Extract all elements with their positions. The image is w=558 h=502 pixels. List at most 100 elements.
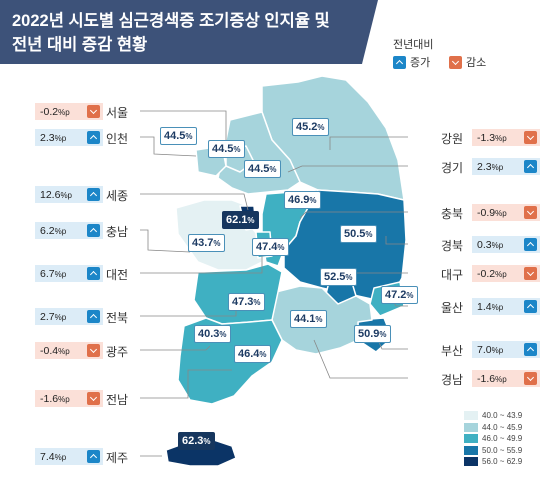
change-value: 6.2 xyxy=(40,224,55,237)
up-arrow-icon xyxy=(393,55,406,69)
change-unit: %p xyxy=(54,226,67,236)
change-value: -1.6 xyxy=(477,372,496,385)
change-box-jeonbuk: 2.7%p xyxy=(35,308,103,325)
down-arrow-icon xyxy=(87,344,100,357)
color-scale-legend: 40.0 ~ 43.9 44.0 ~ 45.9 46.0 ~ 49.9 50.0… xyxy=(464,410,522,468)
legend-title: 전년대비 xyxy=(393,39,434,51)
down-arrow-icon xyxy=(524,372,537,385)
up-arrow-icon xyxy=(87,224,100,237)
up-arrow-icon xyxy=(524,300,537,313)
region-name-chungnam: 충남 xyxy=(106,225,129,239)
scale-swatch-1 xyxy=(464,411,478,421)
up-arrow-icon xyxy=(87,131,100,144)
change-unit: %p xyxy=(491,240,504,250)
region-name-daegu: 대구 xyxy=(441,268,464,282)
region-name-gyeongnam: 경남 xyxy=(441,373,464,387)
change-value: -1.3 xyxy=(477,131,496,144)
change-value: -0.4 xyxy=(40,344,59,357)
change-unit: %p xyxy=(54,133,67,143)
legend-decrease-label: 감소 xyxy=(466,57,487,69)
legend-increase-label: 증가 xyxy=(410,57,431,69)
change-box-sejong: 12.6%p xyxy=(35,186,103,203)
down-arrow-icon xyxy=(87,105,100,118)
change-unit: %p xyxy=(60,190,72,200)
scale-row-3: 46.0 ~ 49.9 xyxy=(464,433,522,445)
region-name-seoul: 서울 xyxy=(106,106,129,120)
change-value: 7.0 xyxy=(477,343,492,356)
region-name-busan: 부산 xyxy=(441,344,464,358)
up-arrow-icon xyxy=(87,310,100,323)
scale-swatch-5 xyxy=(464,457,478,467)
region-name-gyeongbuk: 경북 xyxy=(441,239,464,253)
scale-label-3: 46.0 ~ 49.9 xyxy=(482,434,523,444)
down-arrow-icon xyxy=(449,55,462,69)
region-name-gyeonggi: 경기 xyxy=(441,161,464,175)
scale-label-4: 50.0 ~ 55.9 xyxy=(482,445,523,455)
value-label-gyeongbuk: 50.5% xyxy=(340,225,377,243)
change-value: -0.2 xyxy=(477,267,496,280)
change-unit: %p xyxy=(54,312,67,322)
change-unit: %p xyxy=(58,394,70,404)
change-box-incheon: 2.3%p xyxy=(35,129,103,146)
change-value: 12.6 xyxy=(40,188,61,201)
value-label-sejong: 62.1% xyxy=(222,211,259,229)
value-label-seoul: 44.5% xyxy=(208,140,245,158)
region-name-jeju: 제주 xyxy=(106,451,129,465)
page-title-line2: 전년 대비 증감 현황 xyxy=(12,36,148,54)
down-arrow-icon xyxy=(87,392,100,405)
scale-swatch-4 xyxy=(464,445,478,455)
change-box-gyeongnam: -1.6%p xyxy=(472,370,540,387)
region-name-incheon: 인천 xyxy=(106,132,129,146)
down-arrow-icon xyxy=(524,131,537,144)
change-unit: %p xyxy=(58,107,70,117)
change-box-jeju: 7.4%p xyxy=(35,448,103,465)
change-value: -1.6 xyxy=(40,392,59,405)
value-label-daejeon: 47.4% xyxy=(252,238,289,256)
up-arrow-icon xyxy=(87,188,100,201)
change-box-chungbuk: -0.9%p xyxy=(472,204,540,221)
value-label-chungnam: 43.7% xyxy=(188,234,225,252)
value-label-incheon: 44.5% xyxy=(160,127,197,145)
up-arrow-icon xyxy=(87,450,100,463)
change-box-gwangju: -0.4%p xyxy=(35,342,103,359)
change-box-seoul: -0.2%p xyxy=(35,103,103,120)
change-unit: %p xyxy=(495,133,507,143)
page-title-line1: 2022년 시도별 심근경색증 조기증상 인지율 및 xyxy=(12,12,330,30)
change-unit: %p xyxy=(54,269,67,279)
region-name-sejong: 세종 xyxy=(106,189,129,203)
value-label-gyeonggi: 44.5% xyxy=(244,160,281,178)
change-box-jeonnam: -1.6%p xyxy=(35,390,103,407)
scale-label-2: 44.0 ~ 45.9 xyxy=(482,422,523,432)
change-box-daegu: -0.2%p xyxy=(472,265,540,282)
scale-swatch-2 xyxy=(464,422,478,432)
change-value: 1.4 xyxy=(477,300,492,313)
change-unit: %p xyxy=(54,452,67,462)
region-name-daejeon: 대전 xyxy=(106,268,129,282)
value-label-jeju: 62.3% xyxy=(178,432,215,450)
change-box-gyeongbuk: 0.3%p xyxy=(472,236,540,253)
scale-swatch-3 xyxy=(464,434,478,444)
region-name-jeonnam: 전남 xyxy=(106,393,129,407)
value-label-chungbuk: 46.9% xyxy=(284,191,321,209)
scale-row-4: 50.0 ~ 55.9 xyxy=(464,445,522,457)
change-unit: %p xyxy=(495,269,507,279)
scale-label-1: 40.0 ~ 43.9 xyxy=(482,411,523,421)
region-name-chungbuk: 충북 xyxy=(441,207,464,221)
legend-increase: 증가 xyxy=(393,54,430,70)
down-arrow-icon xyxy=(524,267,537,280)
change-value: 2.3 xyxy=(477,160,492,173)
change-value: -0.9 xyxy=(477,206,496,219)
change-unit: %p xyxy=(495,208,507,218)
value-label-daegu: 52.5% xyxy=(320,268,357,286)
change-value: 6.7 xyxy=(40,267,55,280)
change-box-busan: 7.0%p xyxy=(472,341,540,358)
region-name-gangwon: 강원 xyxy=(441,132,464,146)
change-value: 2.3 xyxy=(40,131,55,144)
scale-row-1: 40.0 ~ 43.9 xyxy=(464,410,522,422)
title-banner: 2022년 시도별 심근경색증 조기증상 인지율 및 전년 대비 증감 현황 xyxy=(0,0,378,64)
value-label-jeonnam: 46.4% xyxy=(234,345,271,363)
change-value: -0.2 xyxy=(40,105,59,118)
change-box-gyeonggi: 2.3%p xyxy=(472,158,540,175)
up-arrow-icon xyxy=(524,343,537,356)
region-name-gwangju: 광주 xyxy=(106,345,129,359)
